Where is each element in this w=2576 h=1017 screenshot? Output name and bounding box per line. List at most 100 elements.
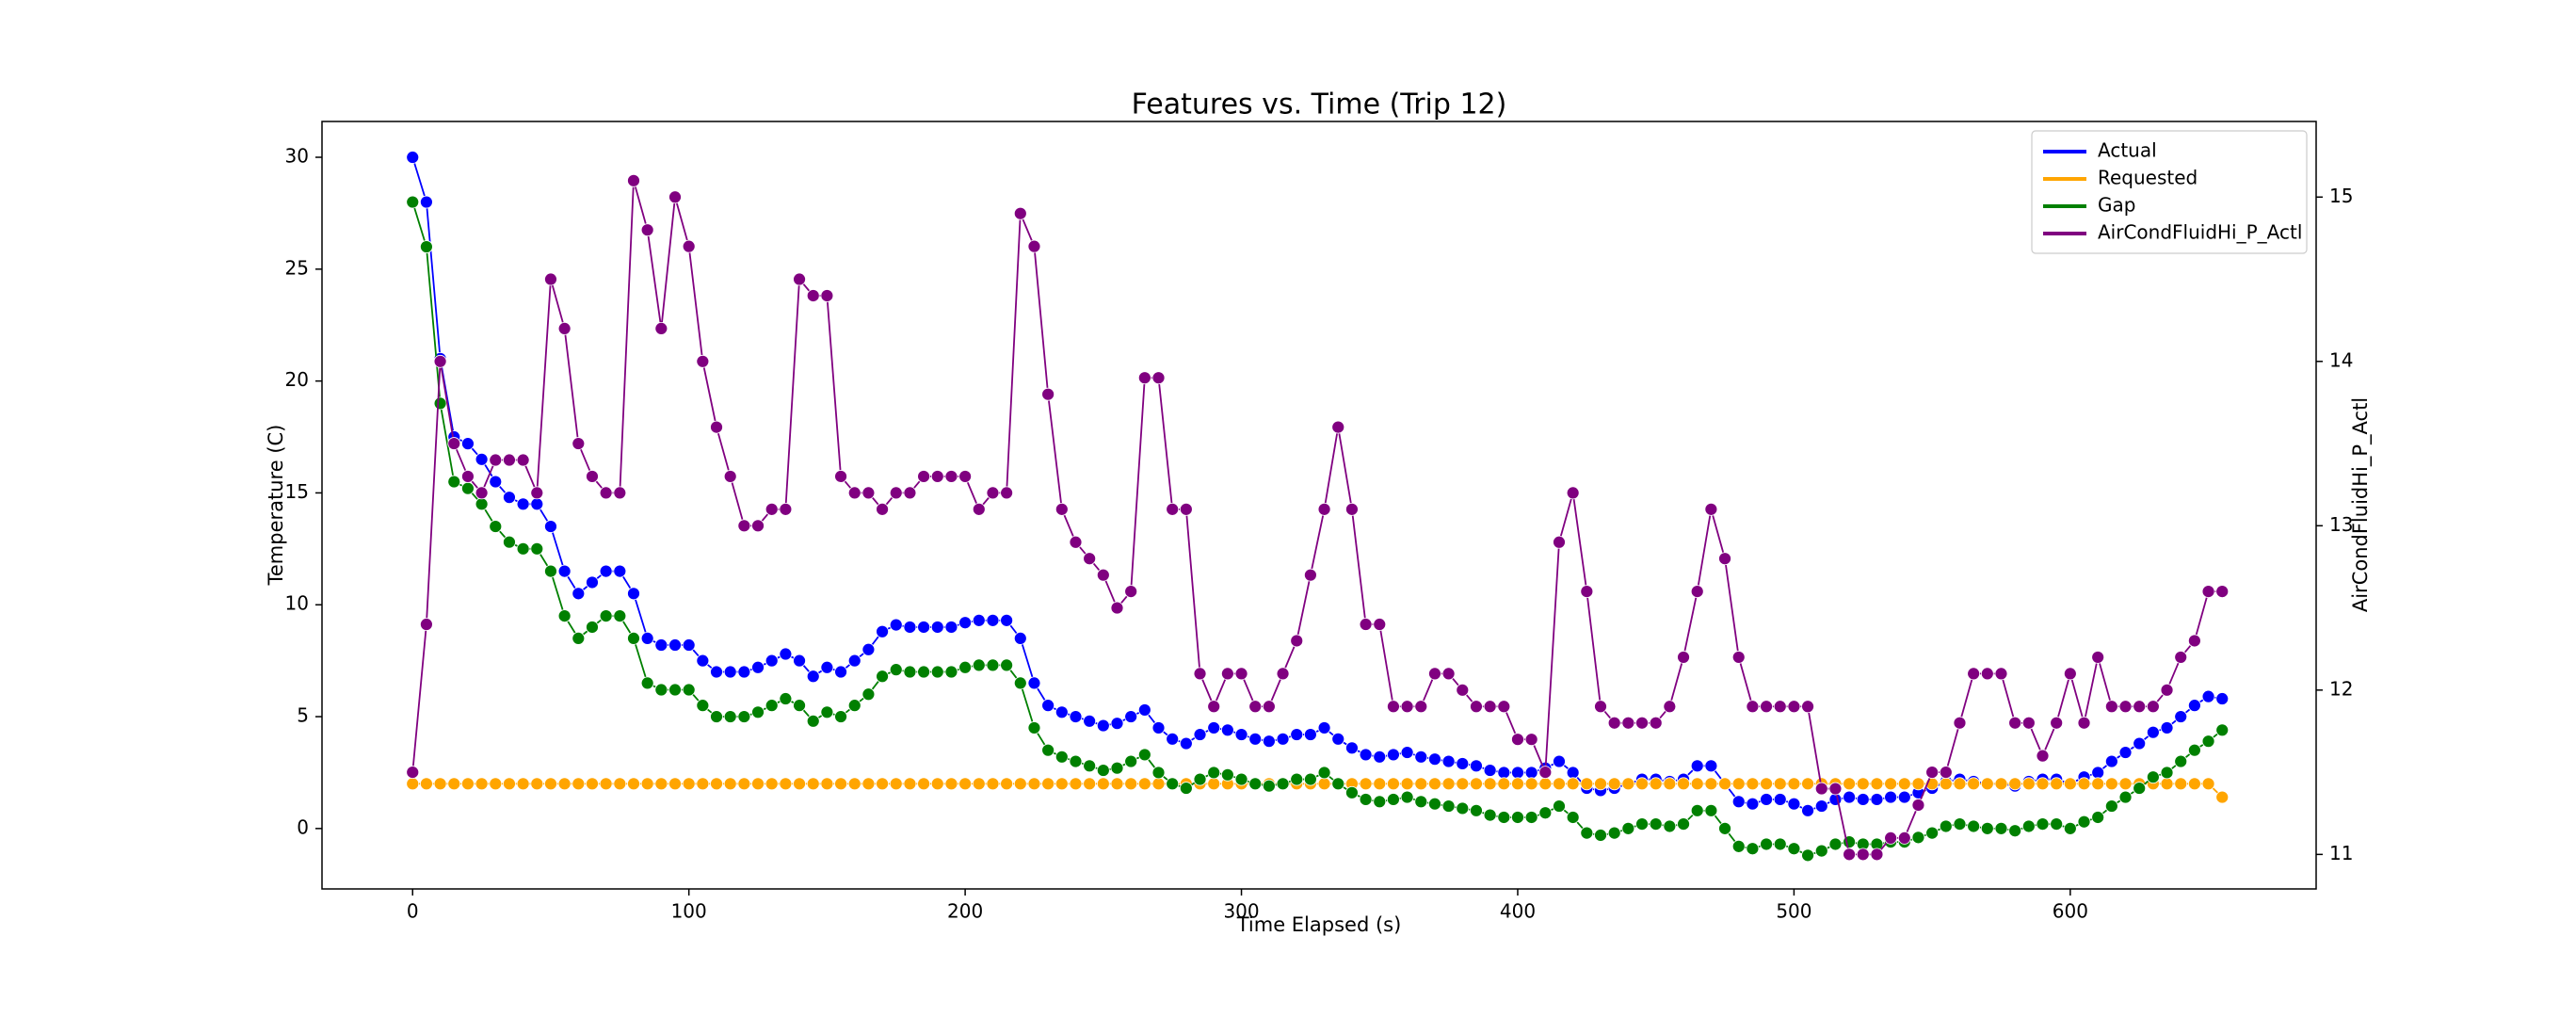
data-point xyxy=(2008,824,2022,838)
data-point xyxy=(696,699,710,713)
data-point xyxy=(2160,721,2174,734)
data-point xyxy=(654,777,668,791)
data-point xyxy=(1524,811,1538,824)
data-point xyxy=(2077,815,2091,829)
data-point xyxy=(406,151,420,164)
data-point xyxy=(1483,808,1497,822)
data-point xyxy=(2050,817,2064,831)
data-point xyxy=(1276,732,1290,746)
data-point xyxy=(2063,667,2077,681)
data-point xyxy=(1746,797,1760,811)
data-point xyxy=(613,564,627,578)
data-point xyxy=(1151,766,1166,780)
data-point xyxy=(1925,826,1940,840)
data-point xyxy=(930,621,944,634)
data-point xyxy=(1083,552,1097,566)
data-point xyxy=(1911,799,1925,812)
legend-label: Gap xyxy=(2098,194,2135,217)
data-point xyxy=(406,766,420,779)
data-point xyxy=(1428,797,1441,811)
data-point xyxy=(1166,502,1180,516)
data-point xyxy=(1911,831,1925,845)
data-point xyxy=(779,647,793,661)
data-point xyxy=(834,665,847,679)
data-point xyxy=(917,665,930,679)
data-point xyxy=(433,396,447,411)
data-point xyxy=(820,777,834,791)
data-point xyxy=(1718,777,1731,791)
data-point xyxy=(2201,585,2215,599)
x-tick-label: 300 xyxy=(1223,900,1259,923)
data-point xyxy=(420,240,433,253)
data-point xyxy=(1553,754,1566,768)
data-point xyxy=(1760,777,1773,791)
data-point xyxy=(1884,790,1898,804)
data-point xyxy=(1387,748,1400,762)
data-point xyxy=(1373,795,1387,809)
data-point xyxy=(958,616,973,630)
data-point xyxy=(751,519,765,533)
y-tick-label: 30 xyxy=(285,145,309,168)
data-point xyxy=(2146,725,2160,739)
data-point xyxy=(1041,699,1055,713)
data-point xyxy=(1760,793,1773,806)
data-point xyxy=(1566,766,1580,780)
data-point xyxy=(516,541,530,556)
data-point xyxy=(2036,777,2050,791)
x-tick-label: 100 xyxy=(671,900,707,923)
data-point xyxy=(1441,799,1456,813)
data-point xyxy=(1483,777,1497,791)
data-point xyxy=(1497,700,1511,714)
data-point xyxy=(1027,721,1041,734)
data-point xyxy=(572,777,586,791)
data-point xyxy=(1856,777,1870,791)
data-point xyxy=(1151,371,1166,385)
data-point xyxy=(1151,721,1166,734)
data-point xyxy=(2021,716,2036,730)
data-point xyxy=(1000,658,1014,672)
data-point xyxy=(420,618,433,631)
data-point xyxy=(696,777,710,791)
data-point xyxy=(1967,777,1981,791)
data-point xyxy=(903,486,917,500)
data-point xyxy=(682,239,696,253)
data-point xyxy=(2104,754,2118,768)
data-point xyxy=(2118,746,2133,759)
data-point xyxy=(1801,848,1814,863)
data-point xyxy=(1649,817,1663,831)
y-tick-label: 5 xyxy=(297,704,309,727)
y2-tick-label: 15 xyxy=(2329,185,2353,207)
data-point xyxy=(420,195,433,209)
data-point xyxy=(1290,772,1304,786)
data-point xyxy=(2077,716,2091,730)
data-point xyxy=(1359,777,1373,791)
data-point xyxy=(903,665,917,679)
data-point xyxy=(489,520,503,533)
data-point xyxy=(1373,618,1387,631)
data-point xyxy=(1704,803,1718,817)
data-point xyxy=(1828,837,1843,851)
data-point xyxy=(1304,568,1317,582)
data-point xyxy=(668,777,682,791)
data-point xyxy=(806,777,820,791)
data-point xyxy=(420,777,433,791)
data-point xyxy=(682,777,696,791)
data-point xyxy=(710,710,723,723)
data-point xyxy=(1124,777,1138,791)
data-point xyxy=(1953,716,1967,730)
data-point xyxy=(1814,799,1828,813)
data-point xyxy=(2050,716,2064,730)
data-point xyxy=(1897,831,1911,845)
data-point xyxy=(1511,777,1524,791)
data-point xyxy=(586,621,599,634)
data-point xyxy=(1994,821,2008,835)
data-point xyxy=(1580,585,1594,599)
data-point xyxy=(2118,777,2133,791)
data-point xyxy=(1967,819,1981,833)
data-point xyxy=(1773,700,1787,714)
data-point xyxy=(1055,705,1069,719)
data-point xyxy=(1511,811,1524,824)
data-point xyxy=(613,609,627,623)
data-point xyxy=(2201,734,2215,749)
